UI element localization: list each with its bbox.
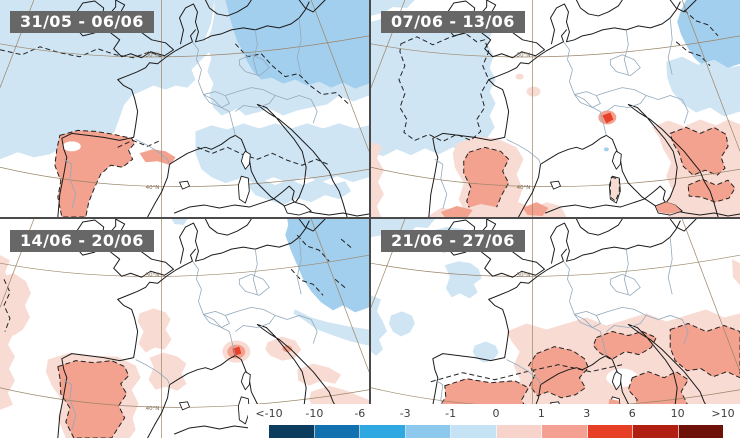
colorbar-tick: -1 — [445, 407, 457, 420]
colorbar-tick: 10 — [670, 407, 685, 420]
colorbar-segment — [633, 425, 679, 438]
colorbar-tick: <-10 — [255, 407, 283, 420]
colorbar-segment — [678, 425, 723, 438]
date-range-text: 07/06 - 13/06 — [391, 12, 515, 31]
date-range-label-week2: 07/06 - 13/06 — [381, 11, 525, 33]
colorbar-segment — [314, 425, 360, 438]
colorbar-tick: -3 — [399, 407, 411, 420]
date-range-text: 14/06 - 20/06 — [20, 231, 144, 250]
anomaly-shading-week1 — [0, 0, 369, 217]
colorbar-tick: >10 — [711, 407, 735, 420]
anomaly-shading-week3 — [0, 219, 369, 438]
colorbar-tick: -6 — [354, 407, 366, 420]
map-svg-week2 — [371, 0, 740, 217]
colorbar-tick: 6 — [628, 407, 636, 420]
anomaly-shading-week2 — [371, 0, 740, 217]
map-panel-week1: 31/05 - 06/06 — [0, 0, 369, 217]
date-range-label-week1: 31/05 - 06/06 — [10, 11, 154, 33]
colorbar-tick: -10 — [305, 407, 324, 420]
contour-lines-week3 — [3, 234, 354, 332]
contour-lines-week4 — [430, 364, 623, 383]
date-range-text: 21/06 - 27/06 — [391, 231, 515, 250]
map-panel-week3: 14/06 - 20/06 — [0, 219, 369, 438]
date-range-label-week3: 14/06 - 20/06 — [10, 230, 154, 252]
colorbar-tick: 0 — [492, 407, 500, 420]
map-panel-week2: 07/06 - 13/06 — [371, 0, 740, 217]
map-svg-week1 — [0, 0, 369, 217]
colorbar-segment — [360, 425, 406, 438]
colorbar-segment — [451, 425, 497, 438]
colorbar-segment — [269, 425, 315, 438]
anomaly-colorbar-legend: <-10 -10 -6 -3 -1 0 1 3 6 10 >10 — [248, 404, 740, 438]
colorbar-segment — [405, 425, 451, 438]
colorbar-segment — [542, 425, 588, 438]
colorbar-gradient — [269, 425, 723, 438]
colorbar-segment — [496, 425, 542, 438]
colorbar-tick: 1 — [537, 407, 545, 420]
colorbar-segment — [587, 425, 633, 438]
map-svg-week3 — [0, 219, 369, 438]
date-range-label-week4: 21/06 - 27/06 — [381, 230, 525, 252]
date-range-text: 31/05 - 06/06 — [20, 12, 144, 31]
island-shading-week2 — [609, 176, 682, 215]
colorbar-tick: 3 — [583, 407, 591, 420]
